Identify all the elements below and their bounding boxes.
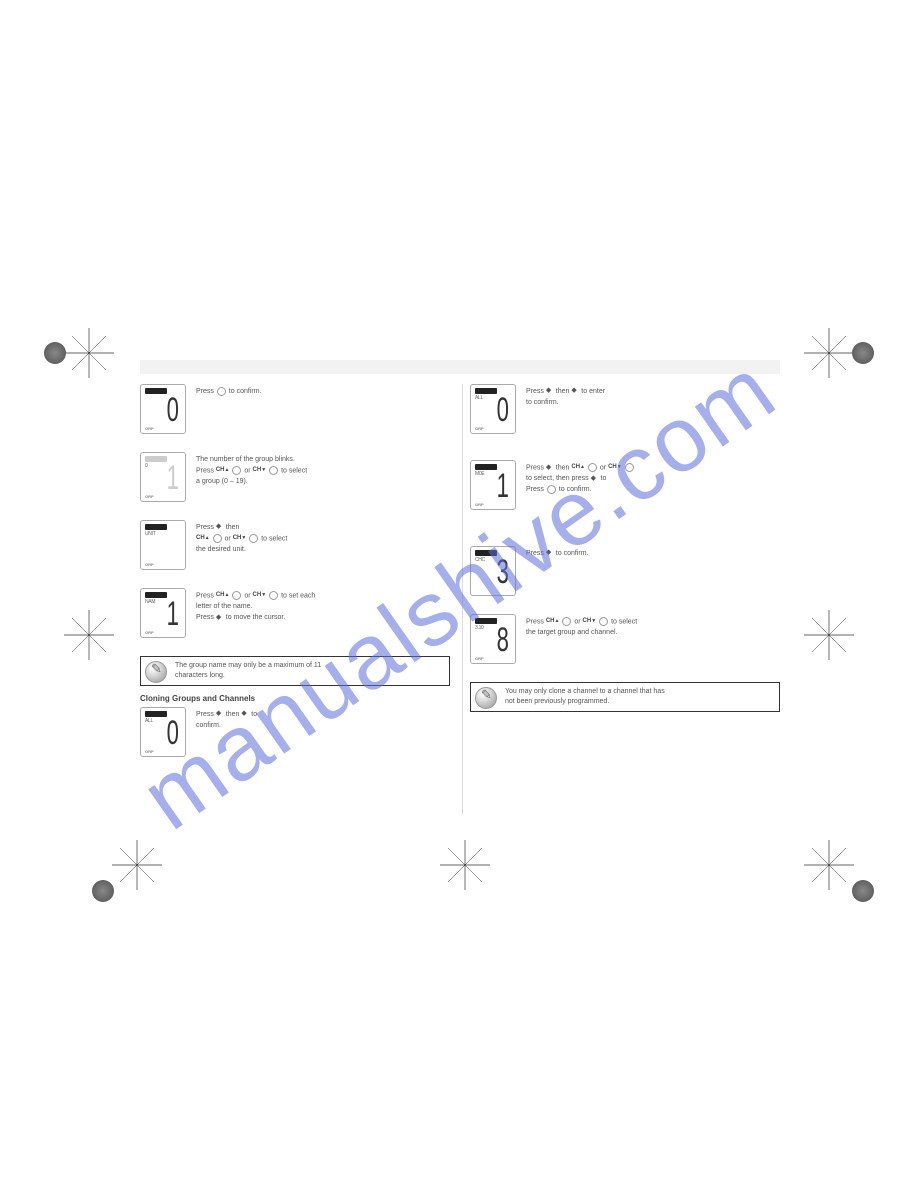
step-text: Press to confirm.: [196, 386, 446, 397]
step-row: ALL 0 GRP Press then to enter to confirm…: [470, 384, 780, 444]
column-divider: [462, 384, 463, 814]
left-column: 0 GRP Press to confirm. 0 1 GRP The numb…: [140, 384, 450, 775]
step-text: Press CH or CH to set each letter of the…: [196, 590, 446, 623]
lcd-display: UNIT GRP: [140, 520, 186, 570]
lcd-display: ALL 0 GRP: [470, 384, 516, 434]
menu-icon: [546, 549, 554, 557]
button-icon: [625, 463, 634, 472]
crop-mark: [92, 820, 182, 910]
lcd-display: 0 1 GRP: [140, 452, 186, 502]
button-icon: [269, 591, 278, 600]
note-icon: [475, 687, 497, 709]
button-icon: [599, 617, 608, 626]
button-icon: [213, 534, 222, 543]
step-row: CHC 3 Press to confirm.: [470, 546, 780, 598]
note-box: You may only clone a channel to a channe…: [470, 682, 780, 712]
crop-mark: [784, 308, 874, 398]
crop-mark: [44, 590, 134, 680]
button-icon: [588, 463, 597, 472]
menu-icon: [216, 614, 224, 622]
crop-mark: [784, 820, 874, 910]
step-text: Press CH or CH to select the target grou…: [526, 616, 776, 638]
menu-icon: [546, 464, 554, 472]
lcd-display: ALL 0 GRP: [140, 707, 186, 757]
button-icon: [249, 534, 258, 543]
button-icon: [269, 466, 278, 475]
step-text: Press then to confirm.: [196, 709, 446, 731]
crop-mark: [420, 820, 510, 910]
crop-mark: [44, 308, 134, 398]
step-row: 3.10 8 GRP Press CH or CH to select the …: [470, 614, 780, 666]
menu-icon: [216, 523, 224, 531]
header-bar: [140, 360, 780, 374]
step-row: NAM 1 GRP Press CH or CH to set each let…: [140, 588, 450, 640]
right-column: ALL 0 GRP Press then to enter to confirm…: [470, 384, 780, 712]
step-text: Press to confirm.: [526, 548, 776, 559]
lcd-display: M0E 1 GRP: [470, 460, 516, 510]
menu-icon: [571, 387, 579, 395]
menu-icon: [241, 710, 249, 718]
button-icon: [547, 485, 556, 494]
step-row: 0 GRP Press to confirm.: [140, 384, 450, 436]
section-title: Cloning Groups and Channels: [140, 694, 450, 703]
note-box: The group name may only be a maximum of …: [140, 656, 450, 686]
menu-icon: [216, 710, 224, 718]
crop-mark: [784, 590, 874, 680]
lcd-display: 3.10 8 GRP: [470, 614, 516, 664]
step-row: UNIT GRP Press then CH or CH to select t…: [140, 520, 450, 572]
step-row: ALL 0 GRP Press then to confirm.: [140, 707, 450, 759]
step-row: 0 1 GRP The number of the group blinks. …: [140, 452, 450, 504]
button-icon: [232, 466, 241, 475]
menu-icon: [591, 475, 599, 483]
step-text: Press then to enter to confirm.: [526, 386, 776, 408]
note-icon: [145, 661, 167, 683]
step-text: Press then CH or CH to select, then pres…: [526, 462, 776, 495]
button-icon: [562, 617, 571, 626]
button-icon: [232, 591, 241, 600]
button-icon: [217, 387, 226, 396]
lcd-display: NAM 1 GRP: [140, 588, 186, 638]
step-text: Press then CH or CH to select the desire…: [196, 522, 446, 555]
step-row: M0E 1 GRP Press then CH or CH to select,…: [470, 460, 780, 530]
manual-page: 0 GRP Press to confirm. 0 1 GRP The numb…: [140, 360, 780, 830]
lcd-display: CHC 3: [470, 546, 516, 596]
step-text: The number of the group blinks. Press CH…: [196, 454, 446, 487]
lcd-display: 0 GRP: [140, 384, 186, 434]
menu-icon: [546, 387, 554, 395]
